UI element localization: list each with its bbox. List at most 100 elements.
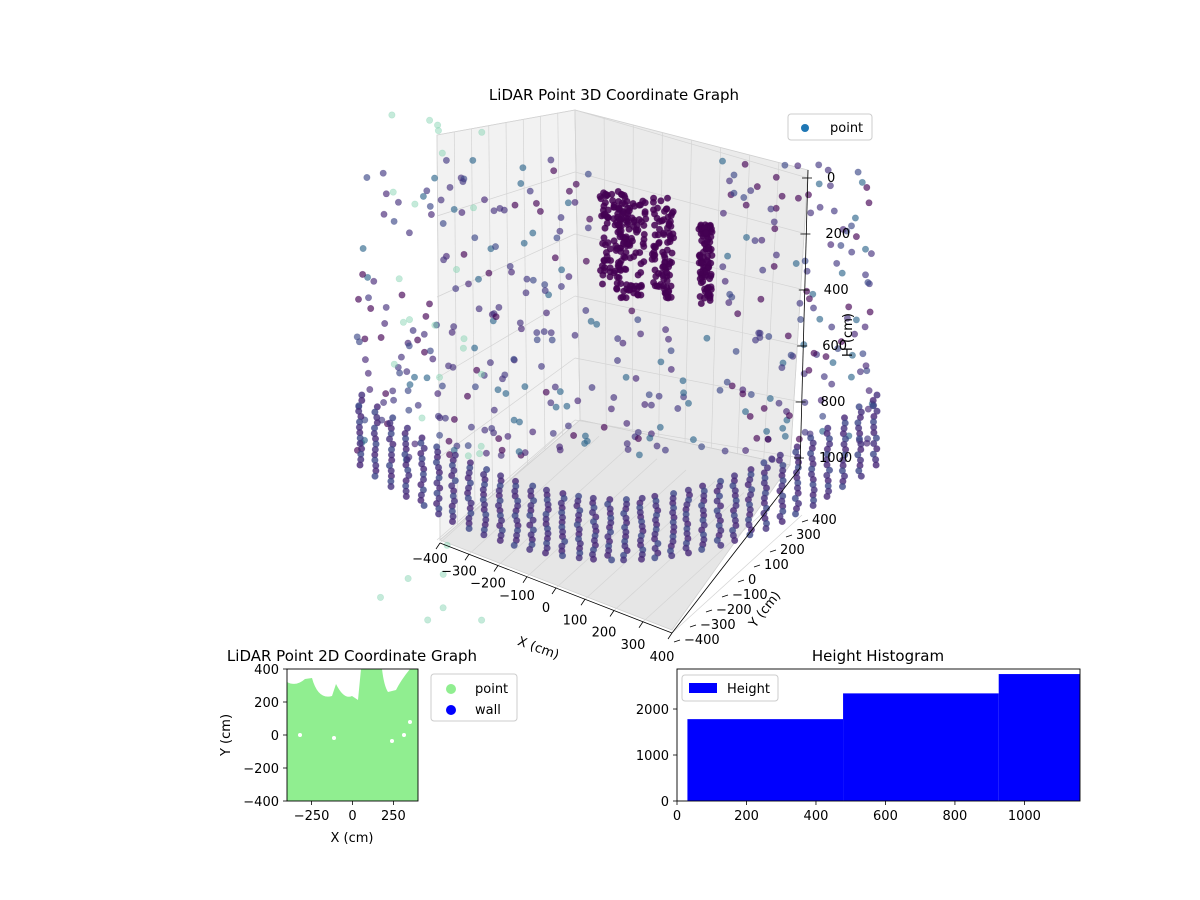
point-marker (650, 252, 658, 260)
point-marker (847, 222, 855, 230)
point-marker (845, 303, 853, 311)
histogram-y-tick-label: 2000 (636, 703, 669, 718)
z-tick-label-3d: 400 (824, 283, 849, 298)
point-marker (382, 390, 390, 398)
histogram-x-ticks: 0 200 400 600 800 1000 (673, 801, 1041, 824)
point-marker (801, 428, 809, 436)
x-tick-3d (580, 599, 586, 606)
point-marker (403, 368, 411, 376)
point-marker (532, 199, 540, 207)
point-marker (480, 371, 488, 379)
point-marker (460, 250, 468, 258)
point-marker (624, 445, 632, 453)
point-marker (419, 192, 427, 200)
x-tick-label-2d: 250 (381, 809, 406, 824)
grid-line-3d (471, 128, 476, 511)
point-marker (663, 246, 671, 254)
y-tick-label-2d: −200 (243, 762, 279, 777)
y-tick-3d (689, 624, 697, 628)
legend-histogram-label: Height (727, 682, 770, 697)
point-marker (618, 199, 626, 207)
point-marker (763, 427, 771, 435)
point-marker (381, 319, 389, 327)
x-tick-3d (551, 587, 557, 595)
point-marker (662, 205, 670, 213)
point-marker (517, 180, 525, 188)
point-marker (515, 448, 523, 456)
point-marker (697, 299, 705, 308)
y-axis-label-2d: Y (cm) (219, 714, 234, 757)
x-tick-3d (464, 554, 470, 561)
point-marker (438, 382, 446, 390)
y-tick-label-3d: 200 (780, 543, 805, 558)
point-marker (653, 204, 662, 212)
point-marker (661, 446, 669, 454)
point-marker (582, 306, 590, 314)
point-marker (854, 168, 862, 176)
chart-2d-hole (402, 733, 406, 737)
point-marker (825, 466, 834, 474)
point-marker (740, 194, 748, 202)
point-marker (473, 366, 481, 374)
point-marker (607, 405, 615, 413)
legend-3d-marker-point (801, 124, 809, 132)
point-marker (717, 541, 725, 549)
point-marker (507, 268, 515, 276)
point-marker (426, 202, 434, 210)
point-marker (856, 368, 864, 376)
legend-histogram: Height (681, 674, 779, 702)
chart-2d-title: LiDAR Point 2D Coordinate Graph (227, 647, 477, 665)
point-marker (437, 196, 445, 204)
point-marker (571, 331, 579, 339)
point-marker (713, 536, 721, 544)
point-marker (824, 166, 832, 174)
grid-line-3d (632, 124, 634, 432)
y-tick-3d (769, 549, 777, 553)
point-marker (373, 419, 381, 427)
point-marker (680, 389, 688, 397)
point-marker (354, 295, 362, 303)
point-marker (541, 281, 549, 289)
point-marker (664, 335, 672, 343)
point-marker (637, 555, 646, 563)
point-marker (623, 546, 631, 555)
point-marker (623, 440, 631, 448)
point-marker (635, 216, 643, 224)
point-marker (637, 330, 645, 338)
point-marker (517, 325, 525, 333)
histogram-y-ticks: 0 1000 2000 (636, 703, 677, 810)
point-marker (838, 483, 847, 491)
point-marker (674, 404, 682, 412)
point-marker (770, 262, 778, 270)
point-marker (742, 446, 750, 454)
point-marker (522, 289, 530, 297)
point-marker (861, 245, 869, 253)
y-tick-3d (737, 579, 745, 583)
legend-3d-label-point: point (830, 121, 863, 136)
point-marker (634, 226, 642, 234)
point-marker (723, 378, 731, 386)
point-marker (653, 282, 661, 290)
point-marker (516, 319, 524, 327)
point-marker (816, 315, 824, 323)
point-marker (523, 275, 531, 283)
point-marker (364, 273, 372, 281)
point-marker (795, 435, 803, 443)
point-marker (433, 479, 441, 487)
point-marker (385, 435, 394, 443)
point-marker (434, 127, 442, 135)
point-marker (869, 402, 877, 410)
point-marker (405, 471, 413, 480)
point-marker (641, 199, 649, 207)
point-marker (551, 383, 559, 391)
histogram-x-tick-label: 800 (943, 809, 968, 824)
point-marker (572, 180, 580, 188)
point-marker (476, 450, 484, 458)
point-marker (655, 225, 664, 233)
point-marker (667, 293, 675, 301)
point-marker (371, 472, 379, 480)
y-tick-3d (705, 609, 713, 613)
point-marker (558, 266, 566, 274)
point-marker (746, 412, 754, 420)
point-marker (809, 501, 817, 510)
